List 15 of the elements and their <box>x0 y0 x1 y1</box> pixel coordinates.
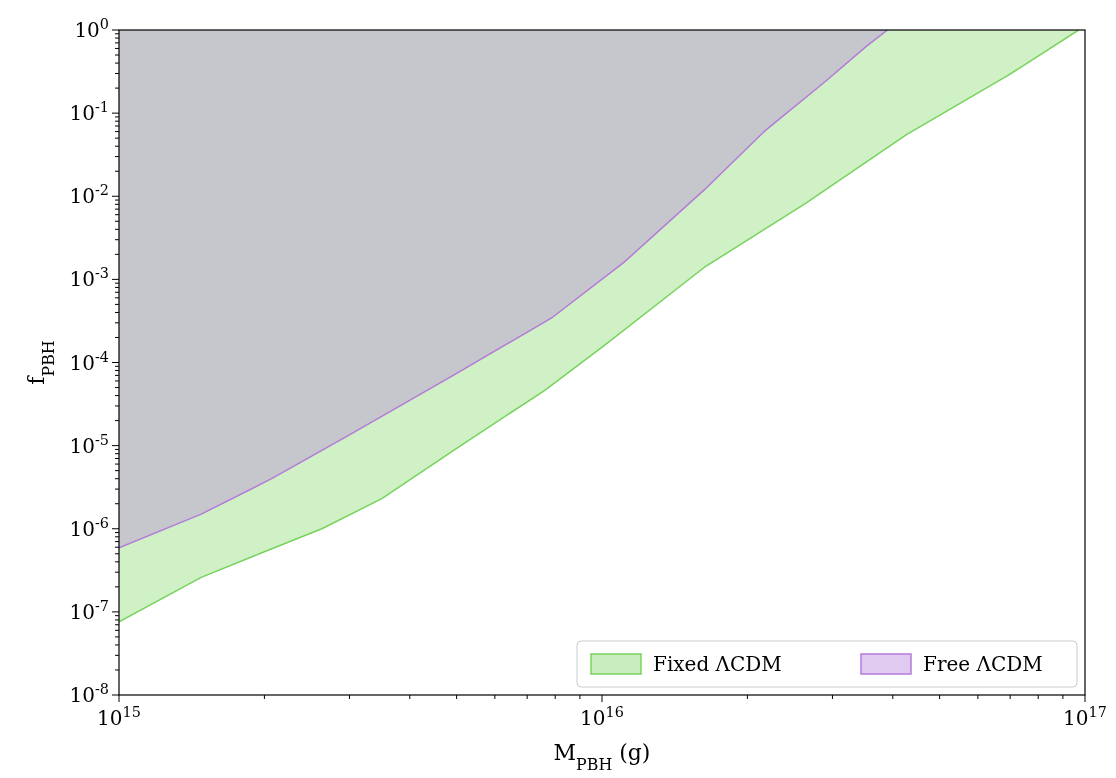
y-tick-label: 10$^{-3}$ <box>69 265 109 292</box>
y-tick-label: 10$^{-1}$ <box>69 99 109 126</box>
legend-label: Free ΛCDM <box>923 652 1043 676</box>
y-tick-label: 10$^{-2}$ <box>69 182 109 209</box>
x-axis-title: M$_{PBH}$ (g) <box>553 740 651 774</box>
y-tick-label: 10$^{-8}$ <box>69 681 109 707</box>
x-tick-label: 10$^{15}$ <box>97 704 141 730</box>
y-tick-label: 10$^{-4}$ <box>69 348 109 375</box>
y-tick-label: 10$^{0}$ <box>74 16 109 42</box>
y-tick-label: 10$^{-5}$ <box>69 431 109 458</box>
x-tick-label: 10$^{17}$ <box>1063 704 1107 730</box>
legend-label: Fixed ΛCDM <box>653 652 782 676</box>
y-tick-label: 10$^{-7}$ <box>69 597 109 624</box>
y-tick-label: 10$^{-6}$ <box>69 514 109 541</box>
x-tick-label: 10$^{16}$ <box>580 704 624 730</box>
